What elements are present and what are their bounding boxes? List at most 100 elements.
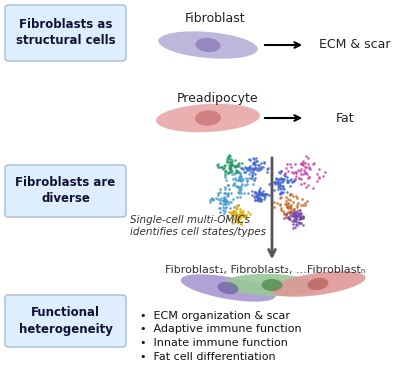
Point — [223, 204, 229, 210]
Point — [224, 198, 230, 204]
Point — [256, 190, 262, 196]
Point — [230, 216, 236, 222]
Point — [300, 160, 307, 166]
Text: •  Fat cell differentiation: • Fat cell differentiation — [140, 351, 276, 362]
Point — [236, 190, 242, 196]
Point — [236, 177, 242, 183]
Point — [302, 169, 308, 175]
Point — [258, 196, 264, 202]
Point — [254, 197, 261, 202]
Point — [257, 164, 264, 170]
Point — [229, 168, 236, 174]
Point — [238, 211, 244, 217]
Point — [259, 191, 266, 197]
Point — [298, 161, 304, 167]
Point — [260, 188, 266, 194]
Point — [292, 169, 298, 175]
Point — [221, 190, 227, 196]
Point — [273, 179, 280, 185]
Point — [288, 202, 294, 208]
Point — [227, 190, 234, 196]
Point — [237, 173, 244, 179]
Point — [315, 174, 322, 180]
Point — [300, 163, 306, 168]
Point — [252, 175, 259, 181]
Point — [239, 181, 245, 187]
Point — [256, 192, 262, 198]
Point — [247, 163, 253, 169]
Point — [286, 204, 292, 210]
Point — [235, 215, 241, 221]
Point — [235, 184, 242, 190]
Point — [229, 158, 235, 164]
Point — [264, 166, 270, 172]
Point — [223, 198, 230, 204]
Point — [233, 163, 240, 169]
Point — [252, 155, 259, 161]
Text: Fibroblast: Fibroblast — [185, 12, 245, 25]
Point — [298, 172, 304, 178]
Point — [294, 208, 300, 214]
Point — [306, 166, 313, 172]
Point — [229, 161, 236, 167]
Point — [287, 205, 293, 211]
FancyBboxPatch shape — [5, 5, 126, 61]
Point — [217, 190, 224, 195]
Point — [283, 210, 290, 216]
Point — [291, 206, 297, 212]
Point — [302, 202, 308, 208]
Point — [238, 165, 245, 171]
Point — [273, 176, 280, 182]
Point — [230, 210, 236, 216]
Ellipse shape — [224, 274, 320, 296]
Point — [251, 160, 257, 166]
Point — [228, 165, 234, 171]
Point — [314, 171, 320, 177]
Point — [217, 205, 223, 211]
Point — [259, 191, 265, 197]
Point — [297, 214, 304, 220]
Text: Preadipocyte: Preadipocyte — [177, 92, 259, 105]
Point — [216, 205, 222, 211]
Point — [288, 176, 294, 182]
Point — [299, 215, 306, 221]
Point — [291, 213, 298, 219]
Point — [301, 165, 308, 171]
Point — [303, 198, 310, 204]
Point — [306, 173, 312, 179]
Point — [256, 195, 262, 201]
Point — [296, 216, 302, 222]
Point — [296, 175, 302, 181]
Point — [246, 156, 252, 162]
Point — [245, 190, 251, 195]
Point — [236, 160, 243, 166]
Point — [217, 200, 224, 206]
Point — [239, 209, 246, 215]
Point — [293, 216, 300, 221]
Point — [249, 192, 256, 198]
Point — [257, 195, 263, 201]
Point — [245, 165, 252, 171]
Point — [284, 179, 291, 184]
Point — [249, 172, 255, 178]
Point — [298, 196, 305, 202]
Point — [284, 196, 291, 202]
Point — [226, 165, 232, 171]
Point — [255, 162, 262, 168]
Point — [272, 175, 279, 181]
Point — [261, 192, 267, 198]
Point — [235, 214, 242, 220]
Point — [225, 171, 231, 176]
Text: Fat: Fat — [336, 112, 354, 124]
Point — [228, 168, 234, 174]
Point — [247, 211, 253, 217]
Point — [254, 193, 260, 199]
Point — [235, 217, 241, 223]
Point — [277, 183, 283, 188]
Point — [284, 189, 290, 195]
Point — [256, 167, 262, 172]
Point — [236, 214, 242, 220]
Point — [252, 162, 258, 168]
Point — [300, 202, 306, 208]
Point — [293, 193, 299, 199]
